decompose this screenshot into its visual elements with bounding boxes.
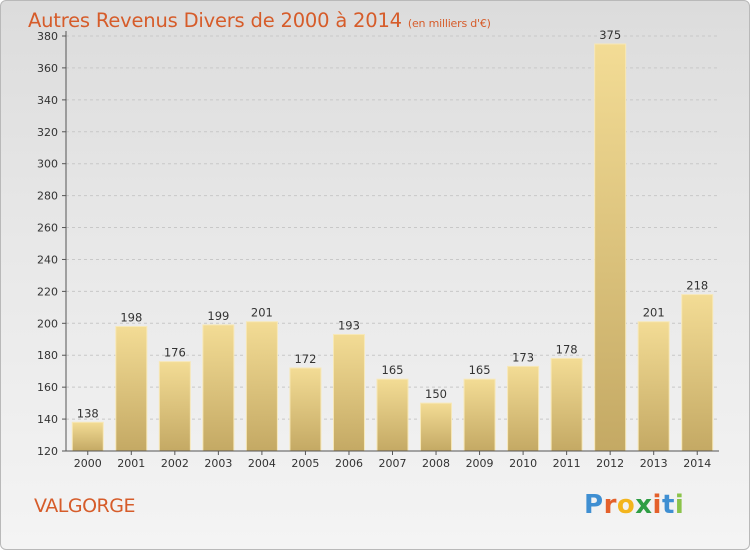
data-label: 218 [686, 279, 708, 293]
x-tick-label: 2010 [509, 457, 537, 470]
data-label: 172 [294, 352, 316, 366]
bar [681, 294, 714, 452]
bar [158, 361, 191, 452]
data-label: 150 [425, 387, 447, 401]
x-tick-label: 2002 [161, 457, 189, 470]
bar [71, 421, 104, 452]
bar [202, 324, 235, 452]
bar [463, 378, 496, 452]
data-label: 375 [599, 28, 621, 42]
x-tick-label: 2007 [379, 457, 407, 470]
place-name: VALGORGE [34, 495, 135, 517]
bar [115, 326, 148, 452]
logo-letter: o [616, 490, 636, 520]
x-tick-label: 2008 [422, 457, 450, 470]
chart-title: Autres Revenus Divers de 2000 à 2014 (en … [28, 9, 491, 32]
y-tick-label: 160 [37, 381, 58, 394]
bar [550, 357, 583, 452]
logo-letter: r [603, 490, 617, 520]
bar [637, 321, 670, 452]
y-tick-label: 280 [37, 190, 58, 203]
x-tick-label: 2012 [596, 457, 624, 470]
x-tick-label: 2000 [74, 457, 102, 470]
data-label: 173 [512, 350, 534, 364]
x-tick-label: 2013 [640, 457, 668, 470]
y-tick-label: 180 [37, 349, 58, 362]
data-label: 138 [77, 406, 99, 420]
bar [332, 333, 365, 452]
data-label: 176 [164, 346, 186, 360]
x-tick-label: 2004 [248, 457, 276, 470]
y-tick-label: 320 [37, 126, 58, 139]
logo-letter: x [635, 490, 653, 520]
y-tick-label: 240 [37, 253, 58, 266]
y-tick-label: 380 [37, 30, 58, 43]
data-label: 201 [643, 306, 665, 320]
x-tick-label: 2014 [683, 457, 711, 470]
bar [594, 43, 627, 452]
x-tick-label: 2006 [335, 457, 363, 470]
y-tick-label: 360 [37, 62, 58, 75]
x-tick-label: 2001 [117, 457, 145, 470]
x-tick-label: 2011 [553, 457, 581, 470]
proxiti-logo: Proxiti [584, 490, 684, 520]
data-label: 199 [207, 309, 229, 323]
data-label: 165 [382, 363, 404, 377]
logo-letter: i [674, 490, 685, 520]
bar [507, 365, 540, 452]
bar [376, 378, 409, 452]
x-tick-label: 2009 [466, 457, 494, 470]
bar [289, 367, 322, 452]
y-tick-label: 220 [37, 285, 58, 298]
logo-letter: t [661, 490, 675, 520]
chart-subtitle: (en milliers d'€) [407, 17, 491, 30]
data-label: 201 [251, 306, 273, 320]
bar [245, 321, 278, 452]
y-tick-label: 340 [37, 94, 58, 107]
x-tick-label: 2003 [204, 457, 232, 470]
y-tick-label: 260 [37, 222, 58, 235]
data-label: 165 [469, 363, 491, 377]
y-tick-label: 200 [37, 317, 58, 330]
y-tick-label: 300 [37, 158, 58, 171]
data-label: 178 [556, 342, 578, 356]
logo-letter: P [584, 490, 604, 520]
bar [420, 402, 453, 452]
logo-letter: i [652, 490, 662, 520]
x-tick-label: 2005 [291, 457, 319, 470]
y-tick-label: 120 [37, 445, 58, 458]
data-label: 198 [120, 311, 142, 325]
y-tick-label: 140 [37, 413, 58, 426]
data-label: 193 [338, 318, 360, 332]
